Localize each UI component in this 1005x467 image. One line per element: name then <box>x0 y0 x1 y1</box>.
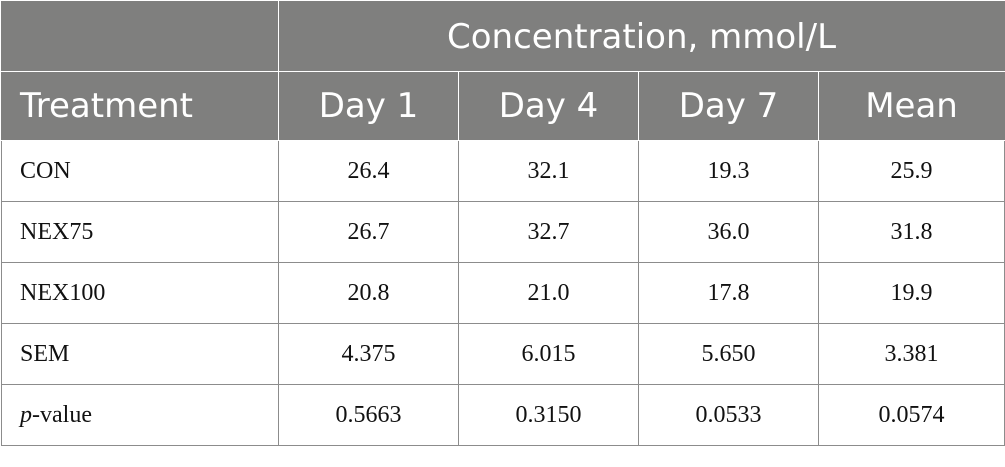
cell-value: 32.7 <box>458 201 639 263</box>
cell-value: 36.0 <box>638 201 819 263</box>
cell-value: 0.3150 <box>458 384 639 446</box>
cell-value: 19.9 <box>817 262 1005 324</box>
cell-value: 25.9 <box>817 140 1005 202</box>
header-corner-cell <box>1 1 279 72</box>
row-label-nex75: NEX75 <box>1 201 279 263</box>
value-suffix: -value <box>32 401 92 428</box>
cell-value: 6.015 <box>458 323 639 385</box>
day-4-column-header: Day 4 <box>458 71 639 141</box>
concentration-group-header: Concentration, mmol/L <box>277 1 1005 72</box>
cell-value: 32.1 <box>458 140 639 202</box>
cell-value: 19.3 <box>638 140 819 202</box>
row-label-nex100: NEX100 <box>1 262 279 324</box>
table-row: SEM 4.375 6.015 5.650 3.381 <box>1 323 1005 385</box>
cell-value: 20.8 <box>278 262 459 324</box>
day-7-column-header: Day 7 <box>638 71 819 141</box>
day-1-column-header: Day 1 <box>278 71 459 141</box>
cell-value: 31.8 <box>817 201 1005 263</box>
cell-value: 26.7 <box>278 201 459 263</box>
row-label-sem: SEM <box>1 323 279 385</box>
table-header: Concentration, mmol/L Treatment Day 1 Da… <box>1 1 1005 141</box>
row-label-con: CON <box>1 140 279 202</box>
cell-value: 0.5663 <box>278 384 459 446</box>
cell-value: 17.8 <box>638 262 819 324</box>
table-row: NEX75 26.7 32.7 36.0 31.8 <box>1 201 1005 263</box>
p-letter: p <box>20 401 32 428</box>
header-group-row: Concentration, mmol/L <box>1 1 1005 72</box>
cell-value: 0.0533 <box>638 384 819 446</box>
table-row: CON 26.4 32.1 19.3 25.9 <box>1 140 1005 202</box>
treatment-column-header: Treatment <box>1 71 279 141</box>
cell-value: 26.4 <box>278 140 459 202</box>
table-row: NEX100 20.8 21.0 17.8 19.9 <box>1 262 1005 324</box>
cell-value: 5.650 <box>638 323 819 385</box>
mean-column-header: Mean <box>817 71 1005 141</box>
header-label-row: Treatment Day 1 Day 4 Day 7 Mean <box>1 71 1005 141</box>
row-label-p-value: p-value <box>1 384 279 446</box>
cell-value: 21.0 <box>458 262 639 324</box>
cell-value: 0.0574 <box>817 384 1005 446</box>
table-row: p-value 0.5663 0.3150 0.0533 0.0574 <box>1 384 1005 446</box>
cell-value: 4.375 <box>278 323 459 385</box>
table-body: CON 26.4 32.1 19.3 25.9 NEX75 26.7 32.7 … <box>1 140 1005 446</box>
concentration-table: Concentration, mmol/L Treatment Day 1 Da… <box>1 1 1005 446</box>
cell-value: 3.381 <box>817 323 1005 385</box>
